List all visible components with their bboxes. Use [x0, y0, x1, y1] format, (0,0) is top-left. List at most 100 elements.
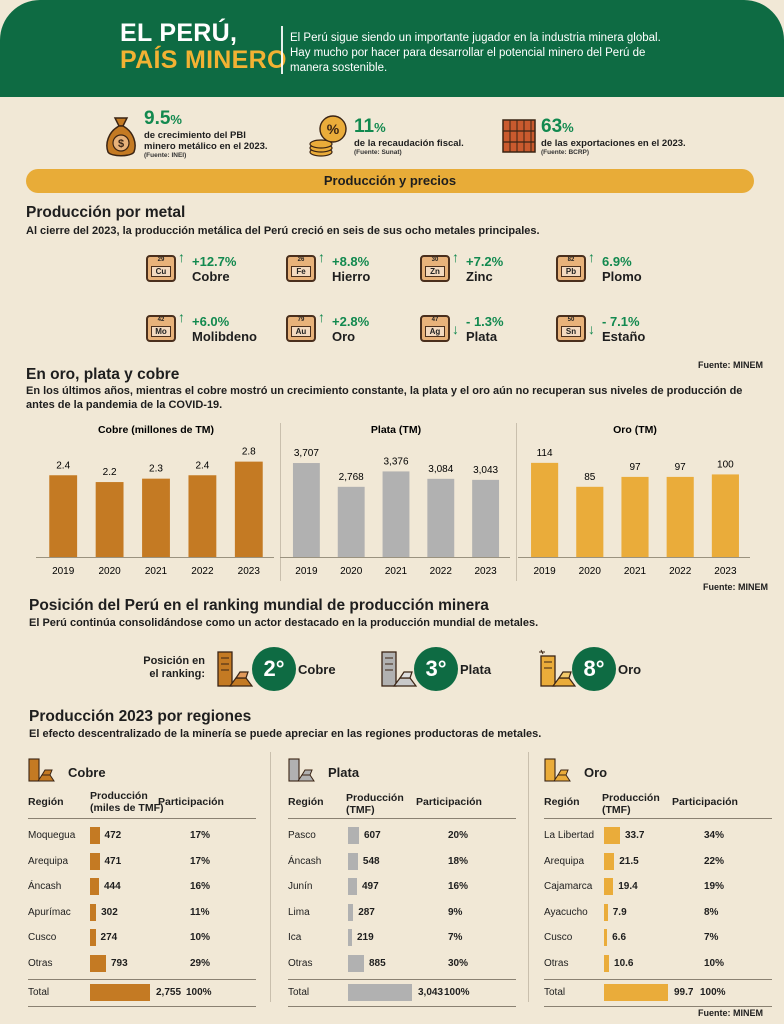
- ranking-title: Posición del Perú en el ranking mundial …: [29, 597, 489, 614]
- production-bar: [348, 852, 358, 870]
- gold-bars-icon: [539, 649, 577, 687]
- col-header-share: Participación: [672, 796, 738, 808]
- metal-name: Plomo: [602, 269, 642, 284]
- share-value: 29%: [190, 957, 211, 969]
- region-name: Cusco: [544, 932, 573, 943]
- data-label: 100: [717, 459, 734, 470]
- metal-name: Oro: [332, 329, 356, 344]
- share-value: 7%: [704, 932, 719, 943]
- col-header-region: Región: [28, 796, 64, 808]
- production-bar: [604, 827, 620, 844]
- col-header-production: Producción (TMF): [346, 792, 404, 816]
- metal-item-3: 82 Pb ↑ 6.9% Plomo: [556, 247, 681, 291]
- element-symbol: Au: [291, 326, 311, 337]
- chart-bar: [576, 486, 604, 557]
- production-value: 21.5: [619, 855, 639, 867]
- tick-label: 2023: [474, 566, 497, 577]
- production-bar: [604, 954, 610, 972]
- metal-name: Estaño: [602, 329, 646, 344]
- header-description: El Perú sigue siendo un importante jugad…: [290, 32, 661, 74]
- metal-change: +12.7%: [192, 254, 237, 269]
- chart-bar: [188, 475, 217, 557]
- chart-title: Cobre (millones de TM): [98, 424, 214, 436]
- atomic-number: 79: [297, 317, 305, 323]
- region-name-total: Total: [288, 987, 310, 998]
- table-divider: [528, 752, 529, 1002]
- metal-item-2: 30 Zn ↑ +7.2% Zinc: [420, 247, 545, 291]
- money-bag-icon: $: [106, 117, 136, 157]
- share-value: 22%: [704, 855, 725, 867]
- atomic-number: 50: [567, 317, 575, 323]
- metal-item-0: 29 Cu ↑ +12.7% Cobre: [146, 247, 271, 291]
- element-tile: 79 Au: [286, 315, 316, 342]
- kpi-pbi: 9.5% de crecimiento del PBI minero metál…: [144, 108, 268, 159]
- production-value: 607: [363, 830, 381, 841]
- rank-badge-cobre: 2°: [252, 647, 296, 691]
- ranking-subtitle: El Perú continúa consolidándose como un …: [29, 617, 539, 629]
- region-name: Junín: [288, 881, 313, 892]
- element-tile: 42 Mo: [146, 315, 176, 342]
- production-bar: [348, 878, 357, 895]
- arrow-down-icon: ↓: [452, 321, 459, 337]
- bar-charts: Cobre (millones de TM) 2.4 2019 2.2 2020 2.3 2…: [36, 424, 750, 577]
- share-value: 10%: [704, 957, 725, 969]
- tick-label: 2019: [295, 566, 318, 577]
- tick-label: 2020: [579, 566, 602, 577]
- chart-bar: [337, 486, 365, 557]
- region-name: Otras: [28, 957, 53, 969]
- table-total-rule: [288, 979, 516, 980]
- chart-bar: [142, 478, 170, 557]
- region-name: Lima: [288, 906, 310, 918]
- region-name: Moquegua: [28, 830, 76, 841]
- production-bar: [90, 827, 100, 844]
- region-name: Ayacucho: [544, 906, 588, 918]
- metal-name: Hierro: [332, 269, 371, 284]
- table-header-rule: [28, 818, 256, 819]
- production-value: 219: [356, 932, 374, 943]
- rank-badge-oro: 8°: [572, 647, 616, 691]
- production-bar: [90, 954, 106, 972]
- chart-bar: [666, 476, 694, 557]
- arrow-up-icon: ↑: [178, 249, 185, 265]
- share-value: 17%: [190, 855, 211, 867]
- share-value: 9%: [448, 906, 463, 918]
- svg-text:$: $: [118, 138, 124, 150]
- production-value: 497: [361, 881, 379, 892]
- region-name: La Libertad: [544, 830, 595, 841]
- data-label: 114: [537, 448, 553, 459]
- data-label: 2,768: [339, 472, 364, 483]
- metal-source: Fuente: MINEM: [698, 360, 763, 370]
- section-banner: Producción y precios: [26, 169, 754, 193]
- region-name: Otras: [544, 957, 569, 969]
- arrow-up-icon: ↑: [318, 249, 325, 265]
- data-label: 2.3: [149, 464, 163, 475]
- table-bottom-rule: [288, 1006, 516, 1007]
- share-value: 19%: [704, 881, 725, 892]
- share-value: 7%: [448, 932, 463, 943]
- region-name-total: Total: [544, 987, 566, 998]
- chart-bar: [531, 462, 559, 557]
- table-header-rule: [544, 818, 772, 819]
- col-header-share: Participación: [416, 796, 482, 808]
- share-value: 16%: [448, 881, 469, 892]
- arrow-up-icon: ↑: [178, 309, 185, 325]
- table-metal-name: Plata: [328, 765, 360, 780]
- share-value: 18%: [448, 855, 469, 867]
- ranking-label: Posición en el ranking:: [143, 655, 205, 680]
- production-bar: [90, 878, 99, 895]
- atomic-number: 42: [157, 317, 165, 323]
- col-header-share: Participación: [158, 796, 224, 808]
- production-bar: [604, 903, 608, 921]
- data-label: 3,376: [383, 456, 408, 467]
- metal-change: +2.8%: [332, 314, 370, 329]
- svg-text:%: %: [327, 121, 340, 137]
- region-name: Otras: [288, 957, 313, 969]
- region-name: Arequipa: [28, 855, 69, 867]
- charts-source: Fuente: MINEM: [703, 582, 768, 592]
- data-label: 85: [584, 472, 596, 483]
- header-banner: [0, 0, 784, 97]
- charts-section-title: En oro, plata y cobre: [26, 366, 180, 383]
- production-value: 7.9: [612, 906, 627, 918]
- coins-percent-icon: %: [309, 115, 347, 157]
- rank-name-oro: Oro: [618, 662, 642, 677]
